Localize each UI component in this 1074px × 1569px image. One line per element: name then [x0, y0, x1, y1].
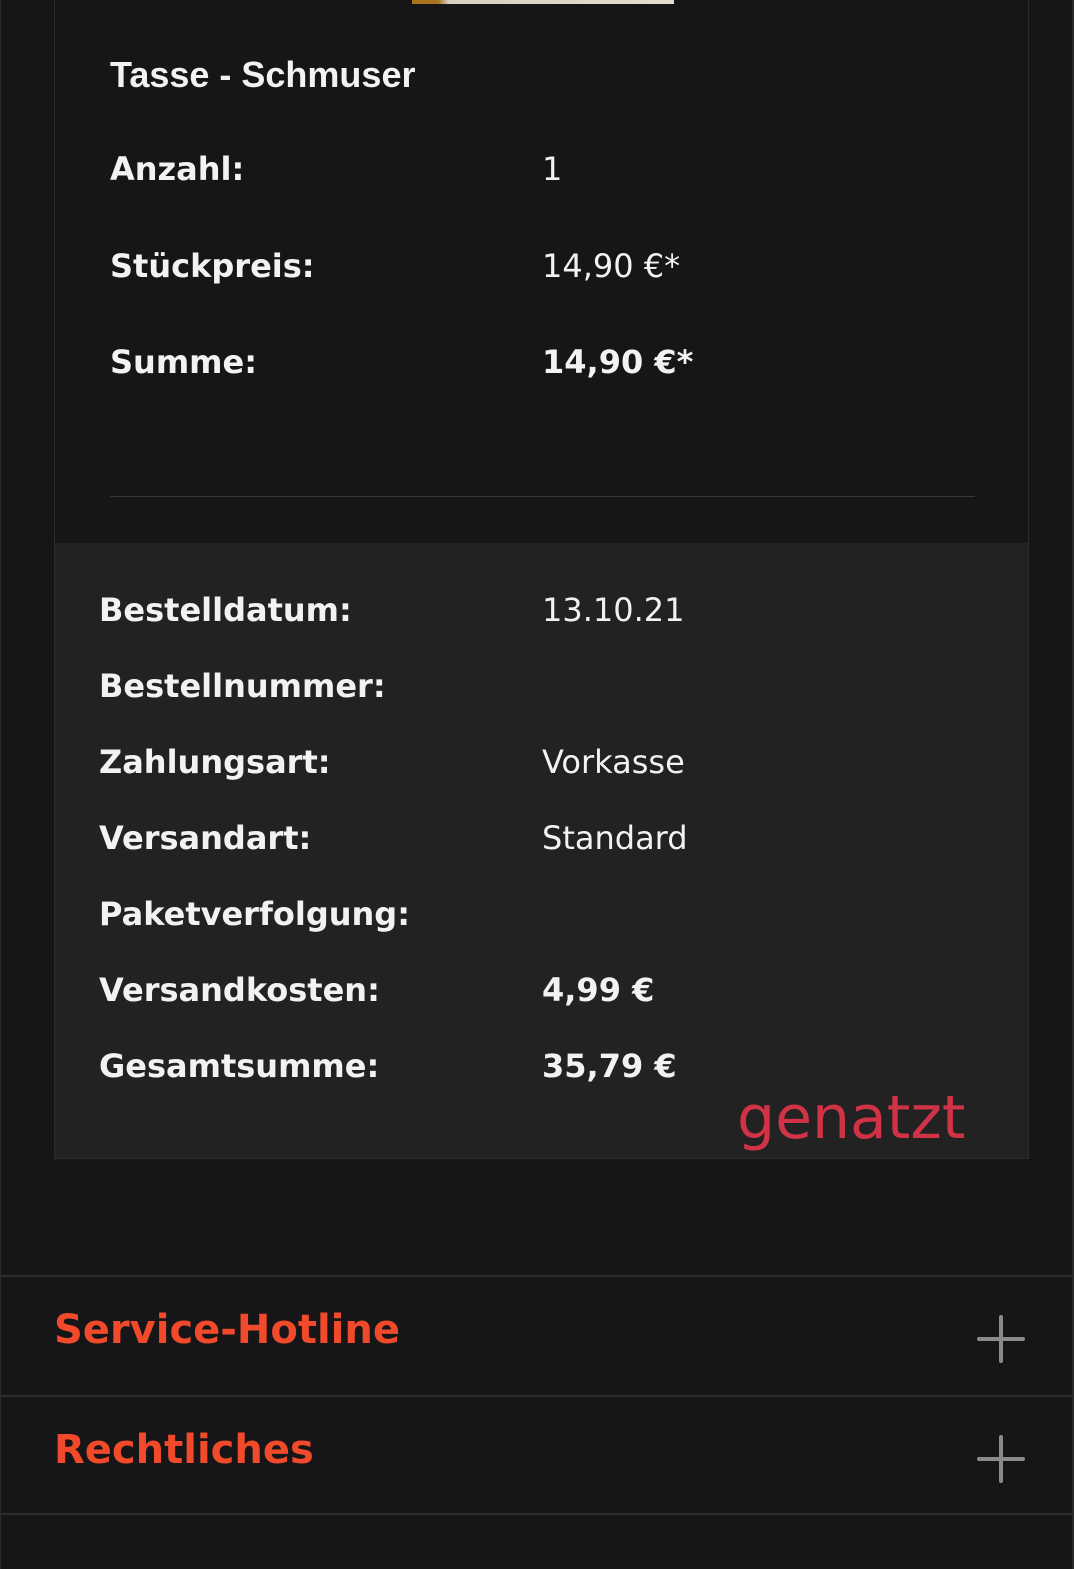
label: Zahlungsart: [99, 743, 331, 781]
value: 14,90 €* [542, 247, 681, 285]
label: Anzahl: [110, 150, 245, 188]
order-details: Bestelldatum: 13.10.21 Bestellnummer: Zah… [55, 543, 1028, 1158]
divider [110, 496, 975, 497]
label: Stückpreis: [110, 247, 315, 285]
value: 35,79 € [542, 1047, 677, 1085]
value: 13.10.21 [542, 591, 685, 629]
label: Versandkosten: [99, 971, 380, 1009]
product-title: Tasse - Schmuser [110, 54, 416, 95]
label: Summe: [110, 343, 258, 381]
label: Versandart: [99, 819, 312, 857]
plus-icon[interactable] [977, 1435, 1025, 1483]
accordion-label: Rechtliches [54, 1427, 314, 1473]
label: Gesamtsumme: [99, 1047, 380, 1085]
annotation-text: genatzt [737, 1083, 966, 1153]
accordion-rechtliches[interactable]: Rechtliches [1, 1395, 1074, 1515]
label: Bestellnummer: [99, 667, 386, 705]
value: Vorkasse [542, 743, 685, 781]
plus-icon[interactable] [977, 1315, 1025, 1363]
label: Bestelldatum: [99, 591, 352, 629]
product-image [412, 0, 674, 4]
order-item-card: Tasse - Schmuser Anzahl: 1 Stückpreis: 14,… [54, 0, 1029, 1159]
value: 1 [542, 150, 563, 188]
accordion-service-hotline[interactable]: Service-Hotline [1, 1275, 1074, 1395]
value: 14,90 €* [542, 343, 694, 381]
value: Standard [542, 819, 688, 857]
label: Paketverfolgung: [99, 895, 410, 933]
value: 4,99 € [542, 971, 655, 1009]
accordion-label: Service-Hotline [54, 1307, 400, 1353]
